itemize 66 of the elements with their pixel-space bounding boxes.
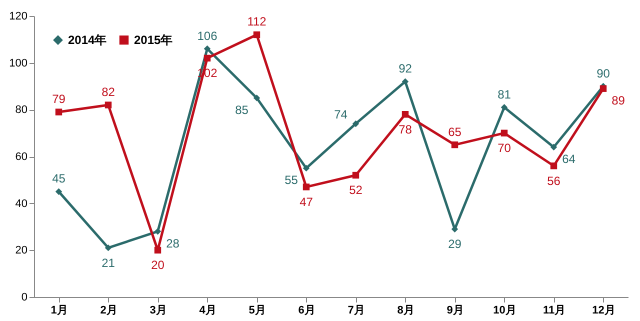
data-label: 45: [52, 172, 66, 186]
data-label: 70: [498, 141, 512, 156]
data-label: 78: [398, 122, 412, 136]
data-label: 29: [448, 237, 462, 252]
point: [302, 184, 310, 190]
point: [550, 162, 558, 170]
data-label: 55: [284, 173, 298, 188]
point: [500, 130, 508, 136]
point: [154, 228, 162, 235]
point: [302, 164, 310, 172]
y-tick-label: 80: [15, 104, 28, 116]
x-tick-label: 1月: [50, 304, 68, 316]
data-label: 64: [562, 152, 576, 166]
x-tick-label: 4月: [199, 304, 216, 316]
x-tick-label: 9月: [446, 304, 464, 316]
data-label: 65: [448, 124, 462, 139]
y-tick-label: 20: [15, 244, 28, 257]
data-label: 106: [197, 28, 218, 43]
data-label: 92: [398, 62, 412, 76]
point: [55, 188, 62, 195]
data-label: 52: [349, 183, 363, 198]
data-label: 28: [166, 236, 180, 250]
y-tick-label: 120: [9, 10, 28, 22]
point: [550, 144, 558, 150]
x-tick-label: 12月: [592, 304, 616, 316]
data-label: 79: [52, 92, 66, 106]
data-label: 47: [300, 194, 314, 209]
data-label: 90: [596, 66, 610, 80]
point: [600, 85, 607, 92]
point: [352, 172, 360, 179]
y-tick-label: 60: [15, 151, 28, 163]
x-tick-label: 8月: [397, 304, 414, 316]
data-label: 82: [102, 84, 116, 99]
y-tick-label: 100: [9, 57, 28, 70]
point: [104, 244, 112, 252]
point: [451, 141, 458, 148]
point: [204, 45, 211, 52]
data-label: 85: [235, 102, 249, 117]
point: [402, 78, 409, 85]
data-label: 56: [547, 174, 561, 188]
y-tick-label: 0: [21, 292, 28, 304]
x-tick-label: 3月: [150, 304, 167, 316]
data-label: 20: [151, 258, 165, 272]
x-tick-label: 11月: [542, 304, 566, 316]
y-tick-label: 40: [15, 198, 28, 210]
point: [55, 108, 62, 116]
data-label: 74: [334, 108, 348, 122]
point: [154, 246, 162, 254]
data-label: 89: [612, 94, 626, 108]
point: [104, 102, 112, 108]
legend-label: 2014年: [68, 33, 107, 48]
x-tick-label: 5月: [248, 304, 266, 316]
point: [253, 94, 260, 102]
data-label: 81: [498, 87, 512, 102]
point: [253, 31, 260, 38]
x-tick-label: 7月: [348, 304, 365, 316]
point: [500, 104, 508, 111]
point: [352, 120, 360, 128]
x-tick-label: 2月: [100, 304, 118, 316]
data-label: 112: [247, 14, 267, 29]
point: [402, 110, 409, 118]
data-label: 21: [102, 256, 116, 270]
point: [204, 54, 211, 62]
x-tick-label: 10月: [493, 304, 516, 316]
legend-label: 2015年: [134, 33, 173, 48]
x-tick-label: 6月: [298, 304, 316, 316]
